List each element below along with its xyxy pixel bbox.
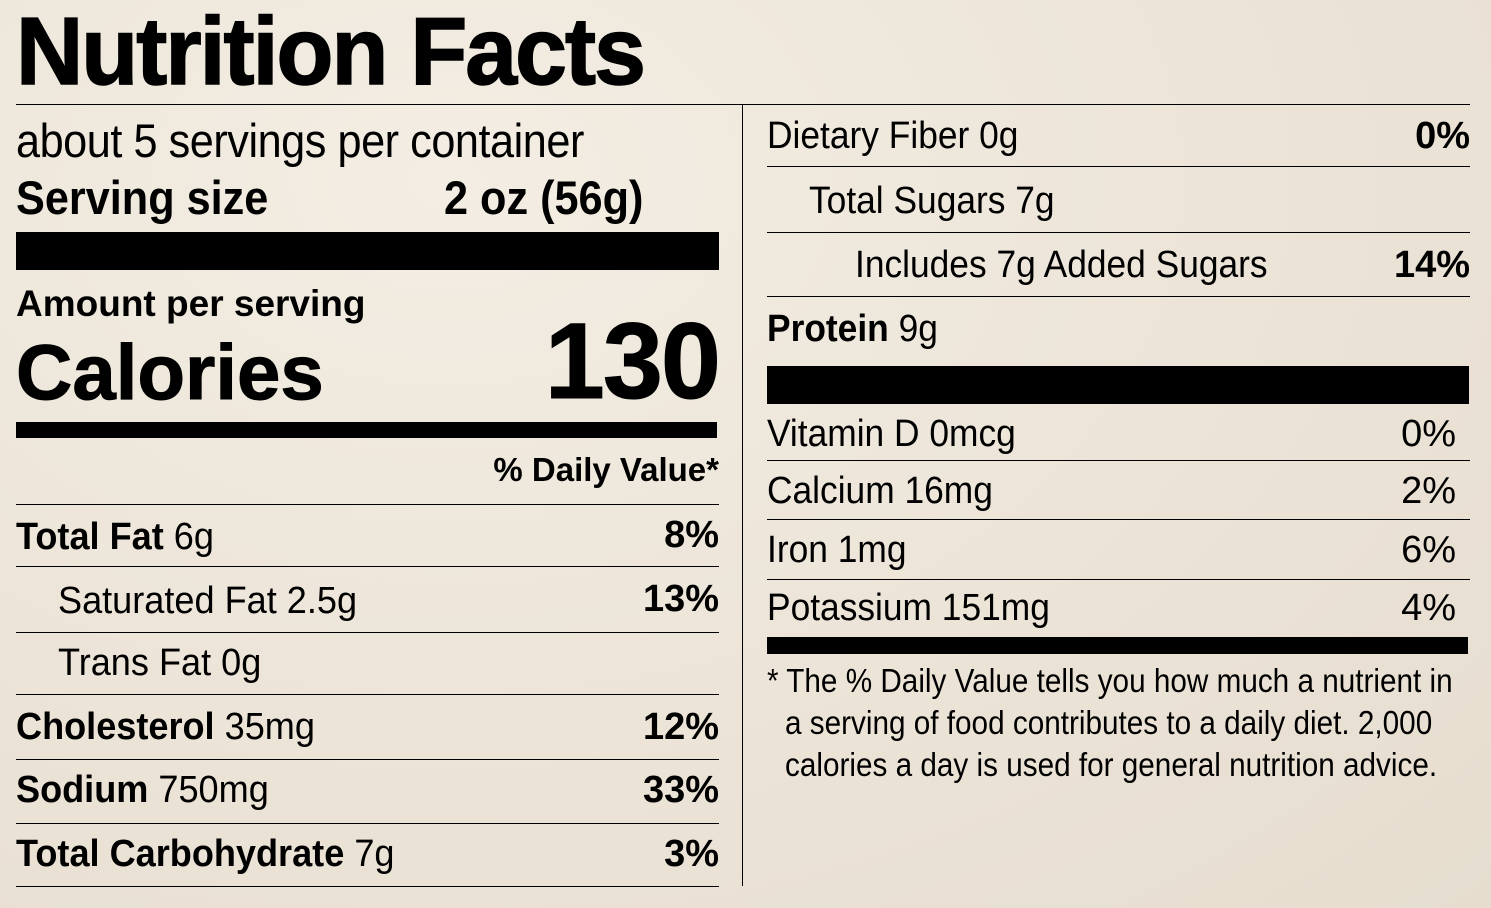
nutrient-name: Total Carbohydrate (16, 833, 345, 875)
nutrient-row-protein: Protein 9g (767, 296, 1470, 367)
nutrient-dv: 8% (664, 514, 719, 556)
nutrient-dv: 12% (642, 706, 719, 748)
nutrient-row-total-carbohydrate: Total Carbohydrate 7g 3% (16, 823, 719, 887)
nutrient-amount: 16mg (904, 470, 993, 512)
footnote-line: calories a day is used for general nutri… (785, 746, 1438, 783)
serving-size-label: Serving size (16, 171, 269, 224)
nutrient-amount: 35mg (224, 706, 315, 748)
nutrient-dv: 6% (1401, 529, 1456, 571)
nutrient-row-dietary-fiber: Dietary Fiber 0g 0% (767, 104, 1470, 166)
column-divider (742, 104, 743, 886)
nutrient-name: Includes 7g Added Sugars (855, 244, 1268, 286)
nutrient-name: Dietary Fiber (767, 115, 970, 157)
nutrient-amount: 0g (221, 642, 262, 684)
thick-divider-1 (16, 232, 719, 270)
nutrient-name: Iron (767, 529, 828, 571)
nutrient-row-trans-fat: Trans Fat 0g (16, 632, 719, 695)
vitamin-row-calcium: Calcium 16mg 2% (767, 460, 1470, 520)
nutrient-dv: 13% (642, 578, 719, 620)
nutrient-name: Sodium (16, 769, 149, 811)
vitamin-row-potassium: Potassium 151mg 4% (767, 579, 1470, 638)
nutrient-row-sodium: Sodium 750mg 33% (16, 759, 719, 824)
nutrient-row-added-sugars: Includes 7g Added Sugars 14% (767, 232, 1470, 297)
vitamin-row-iron: Iron 1mg 6% (767, 519, 1470, 580)
nutrient-amount: 9g (898, 308, 938, 350)
nutrient-name: Vitamin D (767, 413, 920, 455)
nutrient-name: Protein (767, 308, 889, 350)
calories-label: Calories (16, 328, 325, 416)
footnote-line: * The % Daily Value tells you how much a… (767, 662, 1453, 699)
nutrient-amount: 6g (173, 516, 214, 558)
nutrient-amount: 750mg (158, 769, 269, 811)
nutrient-name: Trans Fat (58, 642, 212, 684)
nutrient-dv: 2% (1401, 470, 1456, 512)
nutrient-amount: 7g (1015, 180, 1055, 222)
nutrient-name: Total Sugars (809, 180, 1006, 222)
nutrient-row-saturated-fat: Saturated Fat 2.5g 13% (16, 566, 719, 633)
servings-per-container: about 5 servings per container (16, 114, 584, 167)
nutrient-amount: 1mg (837, 529, 907, 571)
serving-size-value: 2 oz (56g) (444, 171, 644, 224)
nutrient-amount: 0mcg (929, 413, 1016, 455)
nutrient-amount: 151mg (941, 587, 1050, 629)
thick-divider-4 (767, 637, 1468, 654)
footnote-line: a serving of food contributes to a daily… (785, 704, 1433, 741)
nutrient-dv: 0% (1401, 413, 1456, 455)
nutrient-name: Total Fat (16, 516, 164, 558)
nutrient-name: Saturated Fat (58, 580, 277, 622)
amount-per-serving: Amount per serving (16, 283, 366, 324)
nutrient-dv: 33% (642, 769, 719, 811)
top-rule (16, 104, 1470, 105)
nutrient-dv: 0% (1415, 115, 1470, 157)
nutrient-name: Cholesterol (16, 706, 215, 748)
daily-value-header: % Daily Value* (493, 451, 719, 488)
nutrient-row-total-sugars: Total Sugars 7g (767, 166, 1470, 233)
daily-value-footnote: * The % Daily Value tells you how much a… (767, 660, 1453, 786)
nutrient-amount: 2.5g (286, 580, 358, 622)
nutrient-amount: 7g (354, 833, 395, 875)
calories-value: 130 (544, 300, 721, 421)
nutrient-dv: 14% (1393, 244, 1470, 286)
thick-divider-3 (767, 366, 1469, 404)
thick-divider-2 (16, 422, 717, 438)
nutrient-dv: 4% (1401, 587, 1456, 629)
nutrient-row-cholesterol: Cholesterol 35mg 12% (16, 694, 719, 760)
nutrient-name: Potassium (767, 587, 932, 629)
nutrient-row-total-fat: Total Fat 6g 8% (16, 504, 719, 567)
nutrient-dv: 3% (664, 833, 719, 875)
nutrient-amount: 0g (979, 115, 1019, 157)
vitamin-row-vitamin-d: Vitamin D 0mcg 0% (767, 404, 1470, 460)
label-title: Nutrition Facts (15, 0, 646, 105)
nutrient-name: Calcium (767, 470, 895, 512)
